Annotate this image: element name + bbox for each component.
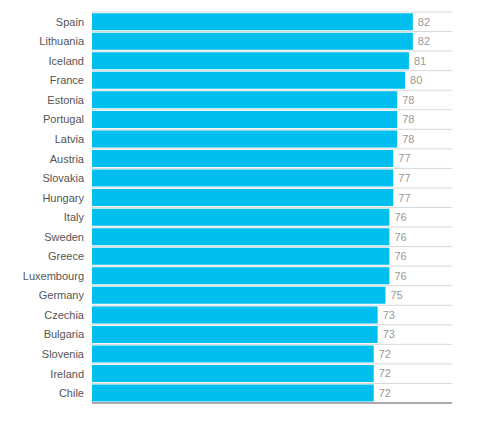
svg-text:77: 77 [398, 172, 410, 184]
svg-text:82: 82 [418, 16, 430, 28]
svg-text:France: France [50, 74, 84, 86]
svg-text:Austria: Austria [50, 153, 85, 165]
svg-text:76: 76 [394, 270, 406, 282]
svg-text:Slovenia: Slovenia [42, 348, 85, 360]
svg-text:78: 78 [402, 94, 414, 106]
svg-text:Latvia: Latvia [55, 133, 85, 145]
svg-text:72: 72 [379, 367, 391, 379]
svg-text:77: 77 [398, 192, 410, 204]
svg-text:75: 75 [390, 289, 402, 301]
svg-text:Portugal: Portugal [43, 113, 84, 125]
svg-text:78: 78 [402, 113, 414, 125]
svg-text:Germany: Germany [39, 289, 85, 301]
svg-text:76: 76 [394, 231, 406, 243]
svg-text:72: 72 [379, 387, 391, 399]
svg-text:Bulgaria: Bulgaria [44, 328, 85, 340]
svg-text:Chile: Chile [59, 387, 84, 399]
svg-text:Estonia: Estonia [47, 94, 85, 106]
svg-text:81: 81 [414, 55, 426, 67]
svg-text:Luxembourg: Luxembourg [23, 270, 84, 282]
svg-text:82: 82 [418, 35, 430, 47]
svg-text:80: 80 [410, 74, 422, 86]
svg-text:Czechia: Czechia [44, 309, 85, 321]
svg-text:76: 76 [394, 250, 406, 262]
svg-text:Iceland: Iceland [49, 55, 84, 67]
svg-text:Hungary: Hungary [42, 192, 84, 204]
svg-text:73: 73 [383, 309, 395, 321]
svg-text:Slovakia: Slovakia [42, 172, 84, 184]
svg-text:78: 78 [402, 133, 414, 145]
svg-text:Ireland: Ireland [50, 368, 84, 380]
svg-text:Italy: Italy [64, 211, 85, 223]
svg-text:Greece: Greece [48, 250, 84, 262]
svg-text:77: 77 [398, 152, 410, 164]
svg-text:Spain: Spain [56, 16, 84, 28]
svg-text:Lithuania: Lithuania [39, 35, 85, 47]
svg-text:Sweden: Sweden [44, 231, 84, 243]
svg-text:72: 72 [379, 348, 391, 360]
svg-text:76: 76 [394, 211, 406, 223]
svg-text:73: 73 [383, 328, 395, 340]
